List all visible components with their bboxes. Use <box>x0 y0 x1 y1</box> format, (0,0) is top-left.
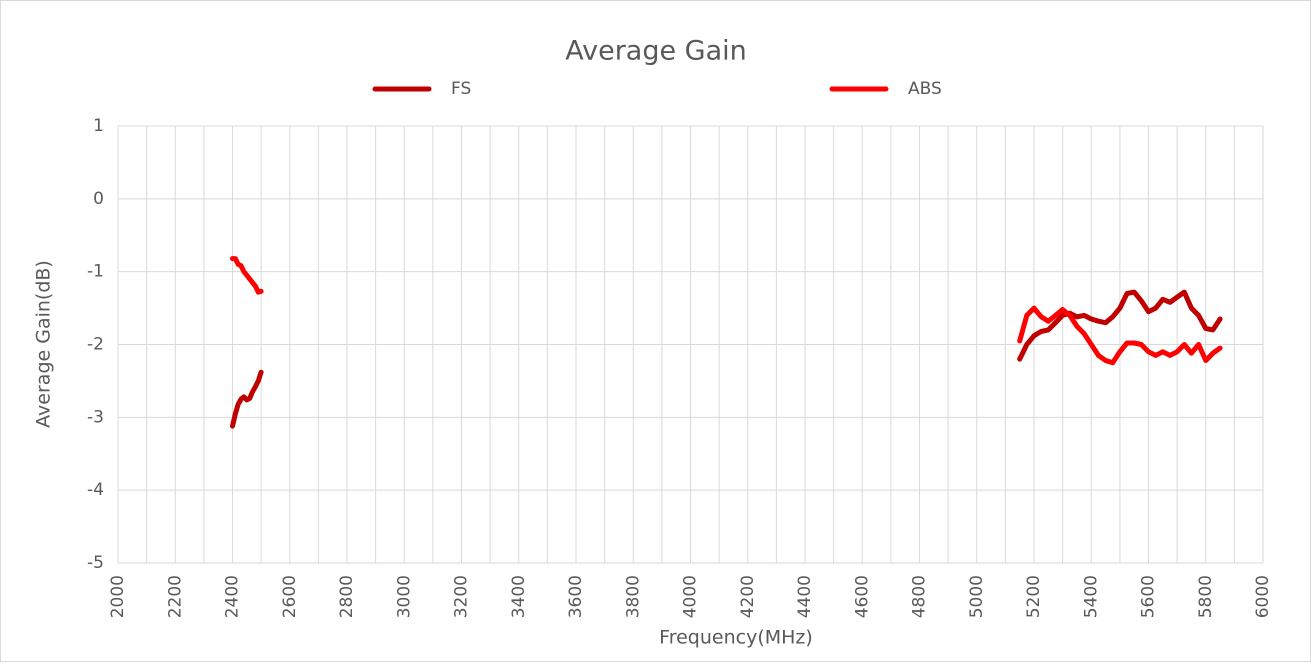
x-tick-label: 4000 <box>681 575 701 618</box>
y-tick-label: -3 <box>87 407 104 427</box>
y-tick-label: 0 <box>93 189 104 209</box>
x-tick-label: 3800 <box>623 575 643 618</box>
x-tick-label: 2400 <box>223 575 243 618</box>
line-series <box>230 289 1223 429</box>
chart-title: Average Gain <box>565 36 747 67</box>
legend-label: ABS <box>908 79 942 99</box>
x-tick-label: 2000 <box>108 575 128 618</box>
x-tick-label: 2200 <box>165 575 185 618</box>
x-tick-label: 4400 <box>795 575 815 618</box>
x-tick-label: 4600 <box>852 575 872 618</box>
x-tick-label: 5600 <box>1139 575 1159 618</box>
x-tick-label: 3000 <box>394 575 414 618</box>
x-tick-label: 2600 <box>280 575 300 618</box>
x-tick-label: 3200 <box>452 575 472 618</box>
x-tick-label: 4200 <box>738 575 758 618</box>
y-tick-label: 1 <box>93 116 104 136</box>
x-tick-label: 6000 <box>1253 575 1273 618</box>
legend-label: FS <box>451 79 471 99</box>
x-tick-label: 5800 <box>1196 575 1216 618</box>
y-tick-label: -1 <box>87 262 104 282</box>
x-tick-label: 4800 <box>910 575 930 618</box>
x-tick-label: 5000 <box>967 575 987 618</box>
x-tick-label: 2800 <box>337 575 357 618</box>
y-axis-title: Average Gain(dB) <box>33 260 55 428</box>
x-tick-label: 5200 <box>1024 575 1044 618</box>
y-tick-label: -2 <box>87 335 104 355</box>
line-series <box>230 256 1223 366</box>
x-tick-label: 3400 <box>509 575 529 618</box>
x-axis-title: Frequency(MHz) <box>659 627 813 649</box>
y-tick-label: -4 <box>87 480 104 500</box>
x-tick-label: 3600 <box>566 575 586 618</box>
y-tick-label: -5 <box>87 553 104 573</box>
x-tick-label: 5400 <box>1081 575 1101 618</box>
